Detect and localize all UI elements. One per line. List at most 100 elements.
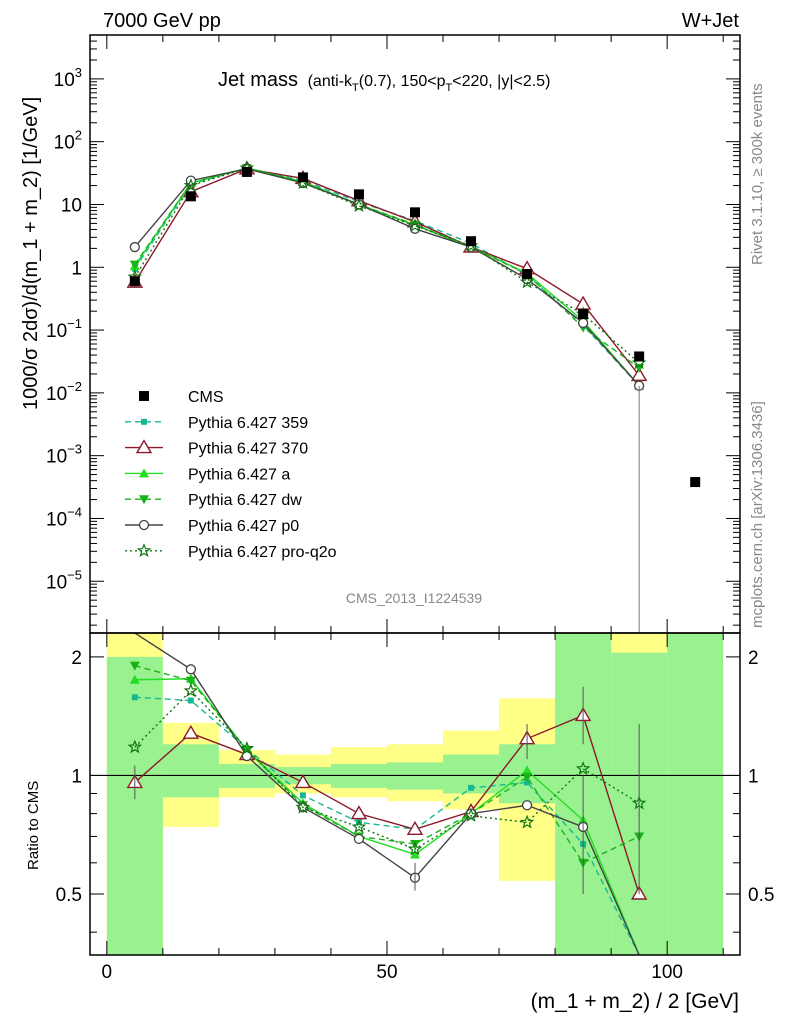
ratio-point <box>519 814 535 829</box>
reference-point <box>297 172 308 183</box>
legend-marker <box>139 495 149 505</box>
y-tick-label: 1 <box>71 258 82 279</box>
y-tick-label: 10−5 <box>46 567 82 593</box>
ratio-line <box>134 664 640 864</box>
reference-point <box>241 166 252 177</box>
y-tick-label: 103 <box>54 65 82 91</box>
x-tick-label: 50 <box>376 962 397 983</box>
y-tick-label: 10−3 <box>46 442 82 468</box>
legend-label: Pythia 6.427 370 <box>188 441 308 458</box>
series-point <box>129 241 140 253</box>
series-line <box>134 167 640 387</box>
series-point <box>577 317 589 329</box>
reference-point <box>466 236 477 247</box>
series-point <box>407 218 423 232</box>
ratio-point <box>183 683 199 698</box>
series-point <box>351 198 367 213</box>
ratio-point <box>522 765 533 775</box>
series-point <box>519 274 535 289</box>
y-tick-exponent: 2 <box>75 128 82 143</box>
reference-point <box>690 477 701 488</box>
reference-point <box>578 309 589 320</box>
series-line <box>134 167 640 369</box>
band-inner <box>162 744 219 798</box>
x-tick-label: 0 <box>102 962 113 983</box>
ratio-frame <box>89 632 741 956</box>
ratio-ylabel: Ratio to CMS <box>25 781 42 870</box>
y-tick-base: 10 <box>46 509 67 530</box>
y-tick-base: 10 <box>46 384 67 405</box>
ratio-y-tick-label: 0.5 <box>56 885 82 906</box>
plot-title-detail-c: <220, |y|<2.5) <box>452 73 550 90</box>
y-tick-label: 10−2 <box>46 379 82 405</box>
legend-marker <box>139 468 149 478</box>
legend-marker <box>135 439 153 454</box>
plot-title: Jet mass (anti-kT(0.7), 150<pT<220, |y|<… <box>218 69 550 94</box>
y-tick-base: 10 <box>46 572 67 593</box>
series-4 <box>129 163 645 391</box>
y-tick-label: 102 <box>54 128 82 154</box>
y-tick-exponent: −2 <box>67 379 82 394</box>
ratio-point <box>407 841 423 856</box>
legend-marker <box>141 418 147 425</box>
y-tick-exponent: −1 <box>67 316 82 331</box>
y-tick-exponent: −5 <box>67 567 82 582</box>
ratio-point <box>463 808 479 822</box>
ratio-line <box>134 632 640 956</box>
ratio-y-tick-label-right: 0.5 <box>748 885 774 906</box>
y-tick-exponent: −3 <box>67 442 82 457</box>
plot-title-sub1: T <box>352 82 359 94</box>
legend-label-reference: CMS <box>188 389 224 406</box>
ratio-plot-area <box>90 632 740 956</box>
plot-title-main: Jet mass <box>218 69 298 91</box>
legend-marker <box>136 543 152 558</box>
series-line <box>134 167 640 387</box>
series-0 <box>131 165 643 389</box>
legend-marker-reference <box>139 391 149 401</box>
ratio-point <box>129 661 140 671</box>
legend-label: Pythia 6.427 359 <box>188 415 308 432</box>
series-line <box>134 168 640 376</box>
legend-label: Pythia 6.427 pro-q2o <box>188 544 337 561</box>
ratio-point <box>127 739 143 754</box>
y-tick-label: 10−1 <box>46 316 82 342</box>
y-tick-base: 10 <box>54 70 75 91</box>
series-point <box>183 177 199 192</box>
analysis-watermark: CMS_2013_I1224539 <box>346 590 482 606</box>
main-ylabel: 1000/σ 2dσ)/d(m_1 + m_2) [1/GeV] <box>20 97 42 410</box>
band-inner <box>667 633 724 955</box>
ratio-point <box>524 779 531 786</box>
ratio-point <box>295 799 311 814</box>
legend-marker <box>138 519 150 531</box>
mcplots-label: mcplots.cern.ch [arXiv:1306.3436] <box>749 401 766 628</box>
legend-label: Pythia 6.427 a <box>188 466 290 483</box>
ratio-point <box>129 674 140 684</box>
reference-point <box>410 207 420 218</box>
ratio-point <box>187 697 194 704</box>
rivet-label: Rivet 3.1.10, ≥ 300k events <box>749 83 766 265</box>
ratio-point <box>131 694 138 701</box>
reference-point <box>353 189 364 200</box>
series-1 <box>126 160 648 382</box>
band-inner <box>106 656 163 955</box>
energy-label: 7000 GeV pp <box>103 10 221 32</box>
ratio-point <box>185 676 196 686</box>
series-point <box>129 260 140 270</box>
ratio-point <box>410 849 420 859</box>
series-point <box>630 366 648 382</box>
reference-point <box>129 276 140 287</box>
y-tick-base: 1 <box>71 258 82 279</box>
y-tick-base: 10 <box>61 195 82 216</box>
ratio-line <box>134 696 640 956</box>
ratio-point <box>522 773 533 783</box>
plot-title-sub2: T <box>446 82 453 94</box>
series-5 <box>127 160 647 370</box>
ratio-series-4 <box>134 632 640 956</box>
process-label: W+Jet <box>682 10 740 32</box>
ratio-point <box>406 820 424 835</box>
series-line <box>134 168 640 387</box>
reference-point <box>522 269 533 280</box>
y-tick-base: 10 <box>54 133 75 154</box>
